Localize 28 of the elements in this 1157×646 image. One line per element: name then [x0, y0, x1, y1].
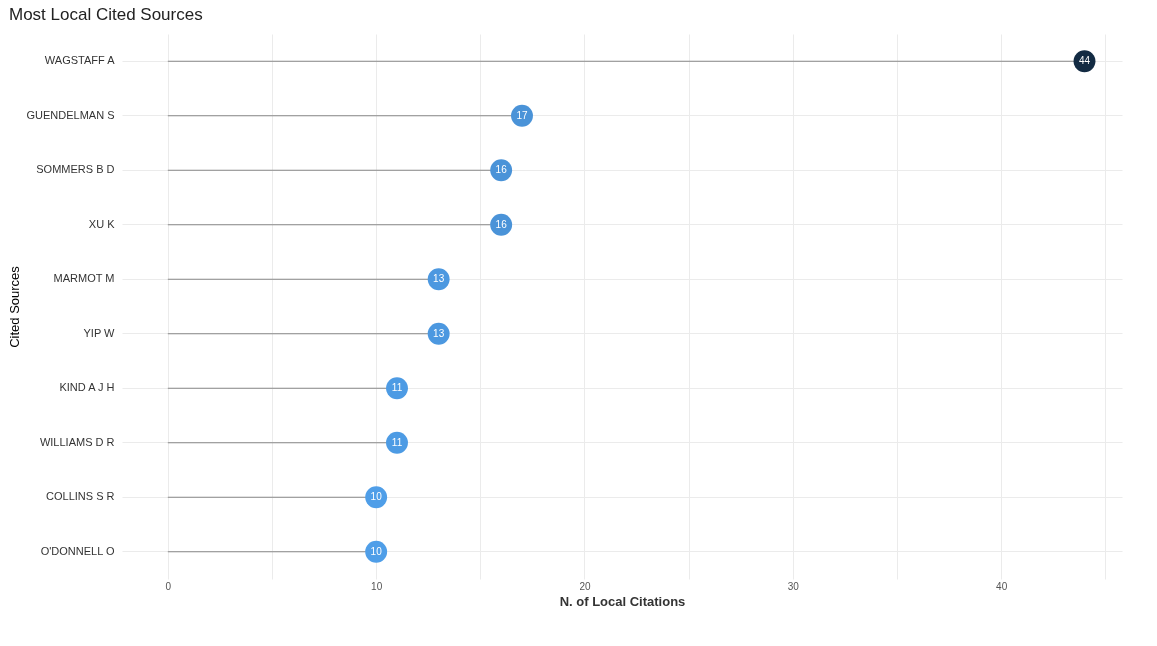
y-tick-label: KIND A J H [59, 381, 115, 394]
data-label: 11 [391, 382, 403, 394]
chart-title: Most Local Cited Sources [8, 5, 203, 24]
data-label: 10 [370, 545, 383, 557]
x-tick-label: 30 [787, 580, 800, 592]
data-label: 13 [433, 327, 445, 339]
y-tick-label: O'DONNELL O [40, 544, 115, 557]
y-tick-label: GUENDELMAN S [26, 108, 115, 121]
data-label: 44 [1078, 55, 1091, 67]
x-axis-title: N. of Local Citations [559, 593, 686, 609]
y-tick-label: SOMMERS B D [36, 163, 115, 176]
y-tick-label: WAGSTAFF A [44, 54, 116, 67]
data-label: 10 [370, 491, 383, 503]
data-label: 16 [495, 164, 508, 176]
x-tick-label: 40 [996, 580, 1008, 592]
y-axis-title: Cited Sources [7, 265, 23, 348]
x-tick-label: 0 [165, 580, 172, 592]
y-tick-label: WILLIAMS D R [39, 435, 115, 448]
y-tick-label: MARMOT M [53, 272, 115, 285]
y-tick-label: XU K [88, 217, 116, 230]
data-label: 11 [391, 436, 403, 448]
x-tick-label: 10 [371, 580, 383, 592]
y-tick-label: COLLINS S R [46, 490, 115, 503]
data-label: 13 [433, 273, 445, 285]
y-tick-label: YIP W [83, 326, 116, 339]
x-tick-label: 20 [579, 580, 591, 592]
data-label: 17 [516, 109, 528, 121]
data-label: 16 [495, 218, 508, 230]
